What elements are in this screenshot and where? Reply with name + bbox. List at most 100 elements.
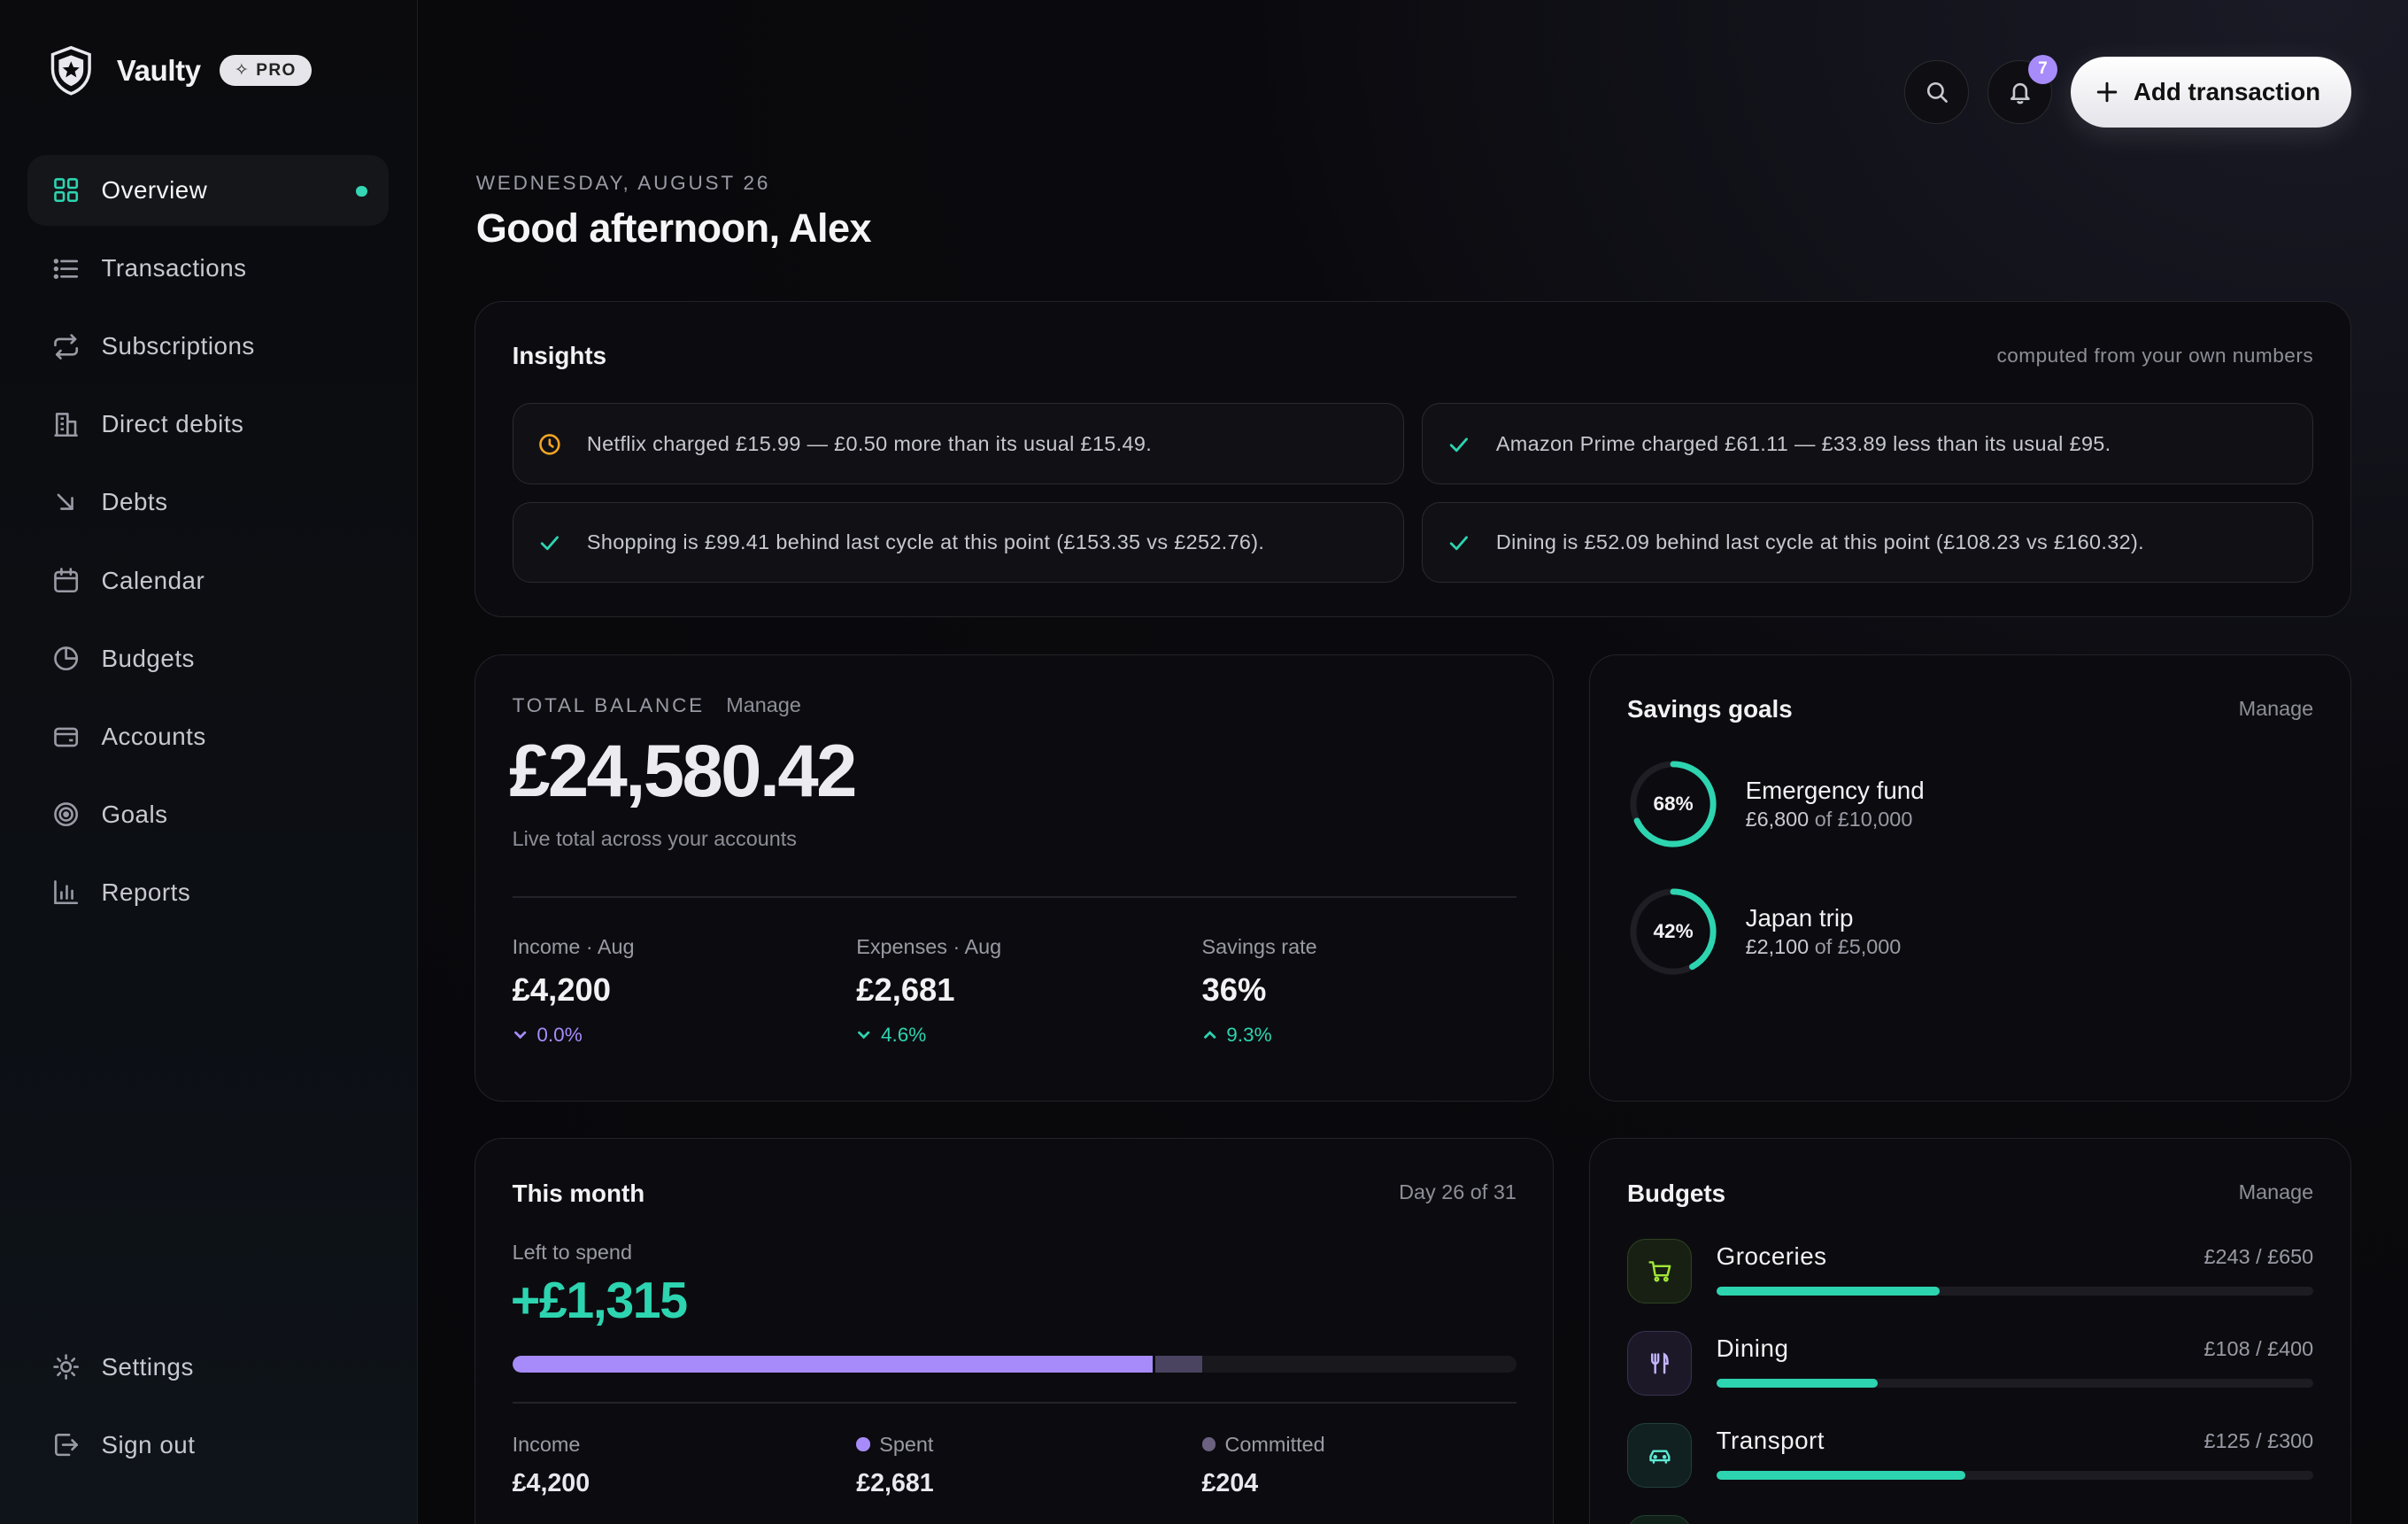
budget-value: £108 / £400 (2203, 1337, 2314, 1361)
repeat-icon (54, 333, 79, 360)
goal-percent: 68% (1653, 793, 1694, 816)
goal-of: of (1814, 935, 1833, 959)
nav-item-accounts[interactable]: Accounts (27, 701, 389, 772)
chevron-down-icon (513, 1031, 526, 1040)
nav-item-direct-debits[interactable]: Direct debits (27, 389, 389, 460)
month-col-label: Spent (879, 1432, 934, 1456)
stat-delta-value: 4.6% (880, 1023, 927, 1046)
nav-label: Reports (101, 878, 191, 906)
goal-saved: £2,100 (1745, 935, 1810, 959)
plus-icon (2096, 81, 2117, 103)
left-to-spend-label: Left to spend (512, 1240, 632, 1264)
budget-item-dining[interactable]: Dining £108 / £400 (1627, 1331, 2314, 1396)
goal-item[interactable]: 68% Emergency fund £6,800 of £10,000 (1627, 758, 1925, 850)
spent-legend-dot (856, 1437, 870, 1452)
budget-progress-track (1716, 1286, 2314, 1296)
insights-subtitle: computed from your own numbers (1996, 344, 2314, 367)
nav-item-settings[interactable]: Settings (27, 1332, 389, 1403)
this-month-card: This month Day 26 of 31 Left to spend +£… (475, 1138, 1555, 1524)
main-nav: Overview Transactions Subscriptions Dire… (27, 155, 389, 935)
goal-progress-ring: 68% (1627, 758, 1719, 850)
list-icon (53, 258, 79, 279)
balance-manage-link[interactable]: Manage (726, 693, 801, 717)
budget-progress-track (1716, 1379, 2314, 1389)
left-to-spend-value: +£1,315 (510, 1272, 688, 1329)
savings-goals-card: Savings goals Manage 68% Emergency fund … (1589, 654, 2351, 1102)
budget-value: £243 / £650 (2203, 1245, 2314, 1269)
balance-caption: Live total across your accounts (512, 827, 797, 851)
stat-value: 36% (1201, 971, 1267, 1008)
notifications-button[interactable]: 7 (1987, 54, 2057, 125)
app-name: Vaulty (116, 53, 201, 87)
nav-item-debts[interactable]: Debts (27, 468, 389, 538)
nav-label: Accounts (101, 722, 206, 750)
insight-item[interactable]: Dining is £52.09 behind last cycle at th… (1421, 501, 2314, 584)
pro-badge: ✧ PRO (219, 55, 313, 87)
nav-item-calendar[interactable]: Calendar (27, 545, 389, 616)
pie-chart-icon (54, 646, 79, 671)
total-balance-card: TOTAL BALANCE Manage £24,580.42 Live tot… (475, 654, 1555, 1102)
budgets-title: Budgets (1627, 1179, 1726, 1207)
savings-manage-link[interactable]: Manage (2238, 696, 2314, 720)
month-income: Income £4,200 (513, 1433, 590, 1498)
month-col-label-row: Spent (856, 1433, 934, 1457)
goal-of: of (1814, 808, 1833, 832)
stat-value: £2,681 (856, 971, 955, 1008)
brand[interactable]: Vaulty ✧ PRO (50, 46, 313, 96)
insight-text: Amazon Prime charged £61.11 — £33.89 les… (1495, 431, 2111, 455)
add-transaction-label: Add transaction (2133, 78, 2321, 106)
insight-item[interactable]: Netflix charged £15.99 — £0.50 more than… (512, 403, 1405, 485)
budget-item-next[interactable] (1627, 1515, 2313, 1524)
nav-item-subscriptions[interactable]: Subscriptions (27, 311, 389, 382)
grid-icon (54, 178, 79, 203)
budgets-manage-link[interactable]: Manage (2238, 1180, 2314, 1204)
month-col-label: Income (512, 1432, 581, 1456)
divider (512, 1402, 1517, 1404)
stat-label: Income · Aug (512, 934, 635, 958)
budget-progress-track (1716, 1471, 2314, 1481)
stat-delta-value: 0.0% (536, 1023, 583, 1046)
bell-icon (2010, 83, 2030, 104)
goal-item[interactable]: 42% Japan trip £2,100 of £5,000 (1627, 886, 1901, 978)
spent-segment (512, 1355, 1154, 1373)
notification-count-badge: 7 (2027, 54, 2057, 84)
topbar: 7 Add transaction (1904, 54, 2351, 128)
budget-item-groceries[interactable]: Groceries £243 / £650 (1627, 1239, 2314, 1304)
insight-item[interactable]: Shopping is £99.41 behind last cycle at … (512, 501, 1405, 584)
stat-label: Savings rate (1201, 934, 1317, 958)
month-col-label: Committed (1224, 1432, 1325, 1456)
bottom-nav: Settings Sign out (27, 1332, 389, 1488)
sun-icon (53, 1354, 79, 1381)
goal-saved: £6,800 (1745, 808, 1810, 832)
insight-item[interactable]: Amazon Prime charged £61.11 — £33.89 les… (1421, 403, 2314, 485)
bank-icon (54, 412, 78, 437)
insights-title: Insights (512, 342, 607, 370)
month-committed: Committed £204 (1201, 1432, 1325, 1498)
add-transaction-button[interactable]: Add transaction (2070, 57, 2351, 128)
clock-warning-icon (539, 433, 560, 455)
divider (512, 896, 1517, 899)
pro-badge-label: PRO (256, 60, 297, 80)
nav-item-sign-out[interactable]: Sign out (27, 1410, 389, 1481)
nav-label: Subscriptions (101, 332, 255, 360)
budget-name: Dining (1716, 1334, 1789, 1362)
nav-item-reports[interactable]: Reports (27, 857, 389, 928)
budget-progress-fill (1716, 1471, 1965, 1481)
nav-label: Transactions (101, 254, 247, 282)
goal-amount: £2,100 of £5,000 (1746, 935, 1902, 959)
search-icon (1926, 81, 1948, 103)
budget-progress-fill (1716, 1286, 1940, 1296)
month-col-value: £4,200 (512, 1468, 590, 1497)
spend-progress-bar (512, 1355, 1517, 1373)
budget-item-transport[interactable]: Transport £125 / £300 (1627, 1423, 2314, 1489)
check-icon (1450, 536, 1469, 550)
search-button[interactable] (1904, 59, 1970, 125)
balance-label: TOTAL BALANCE (512, 693, 705, 716)
nav-item-overview[interactable]: Overview (27, 155, 389, 226)
goal-amount: £6,800 of £10,000 (1746, 808, 1925, 832)
nav-item-budgets[interactable]: Budgets (27, 623, 389, 694)
nav-item-transactions[interactable]: Transactions (27, 233, 389, 304)
arrow-down-right-icon (57, 493, 73, 510)
stat-savings-rate: Savings rate 36% 9.3% (1202, 935, 1317, 1047)
nav-item-goals[interactable]: Goals (27, 779, 389, 850)
